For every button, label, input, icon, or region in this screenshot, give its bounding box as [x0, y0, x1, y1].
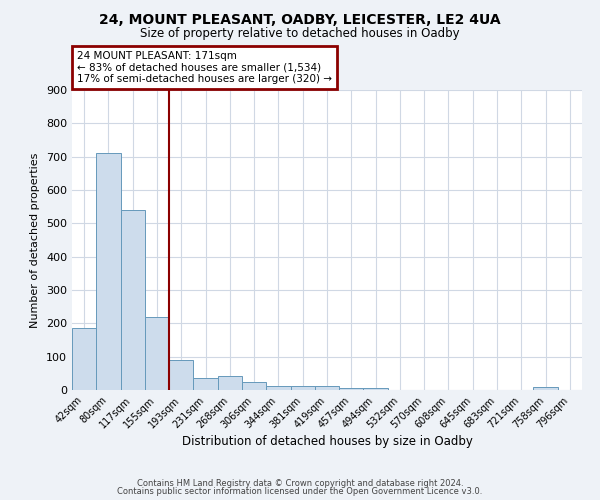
Bar [339, 388, 364, 390]
Text: Size of property relative to detached houses in Oadby: Size of property relative to detached ho… [140, 28, 460, 40]
Y-axis label: Number of detached properties: Number of detached properties [31, 152, 40, 328]
Bar [121, 210, 145, 390]
Bar [533, 388, 558, 390]
Text: Contains public sector information licensed under the Open Government Licence v3: Contains public sector information licen… [118, 487, 482, 496]
Bar [193, 378, 218, 390]
Bar [364, 388, 388, 390]
Bar [315, 386, 339, 390]
Bar [169, 360, 193, 390]
Bar [266, 386, 290, 390]
Bar [242, 382, 266, 390]
Bar [145, 316, 169, 390]
Bar [96, 154, 121, 390]
X-axis label: Distribution of detached houses by size in Oadby: Distribution of detached houses by size … [182, 436, 472, 448]
Text: 24, MOUNT PLEASANT, OADBY, LEICESTER, LE2 4UA: 24, MOUNT PLEASANT, OADBY, LEICESTER, LE… [99, 12, 501, 26]
Text: 24 MOUNT PLEASANT: 171sqm
← 83% of detached houses are smaller (1,534)
17% of se: 24 MOUNT PLEASANT: 171sqm ← 83% of detac… [77, 51, 332, 84]
Bar [290, 386, 315, 390]
Text: Contains HM Land Registry data © Crown copyright and database right 2024.: Contains HM Land Registry data © Crown c… [137, 478, 463, 488]
Bar [218, 376, 242, 390]
Bar [72, 328, 96, 390]
